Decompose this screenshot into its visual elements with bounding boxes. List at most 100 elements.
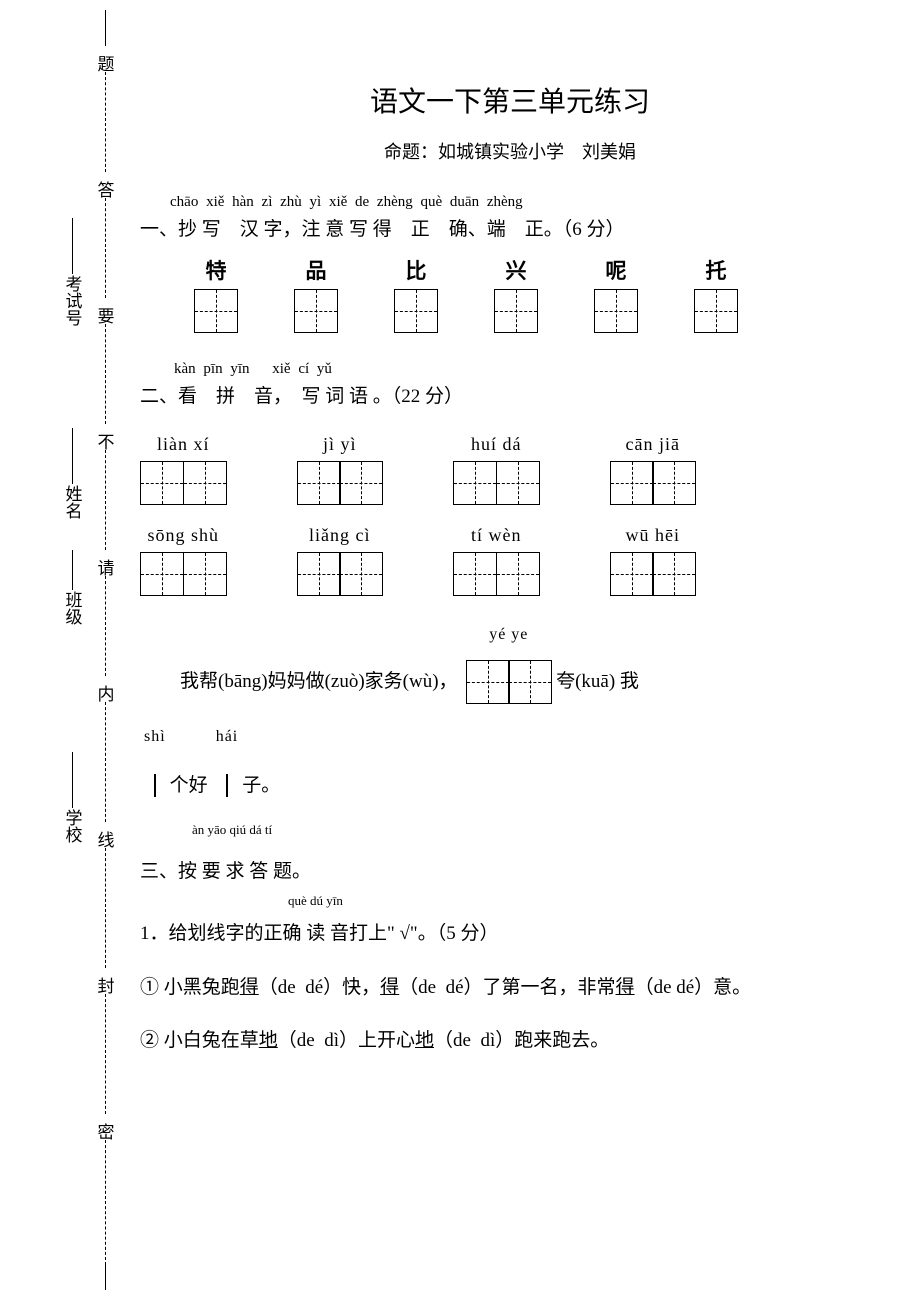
char-label: 托	[694, 255, 738, 285]
binding-dash	[105, 450, 106, 550]
word-cell: jì yì	[297, 434, 384, 505]
binding-char: 内	[96, 680, 116, 705]
sentence-text: 夸(kuā) 我	[556, 659, 639, 705]
side-label-class: 班级	[52, 550, 92, 625]
writing-box	[694, 289, 738, 333]
writing-box	[496, 552, 540, 596]
word-pinyin: cān jiā	[610, 434, 697, 455]
char-label: 兴	[494, 255, 538, 285]
binding-char: 线	[96, 826, 116, 851]
writing-box	[610, 461, 654, 505]
section3-heading: 三、按 要 求 答 题。	[140, 856, 880, 883]
section2-row1: liàn xí jì yì huí dá cān jiā	[140, 434, 880, 505]
char-label: 特	[194, 255, 238, 285]
writing-box	[394, 289, 438, 333]
side-label-text: 姓名	[60, 485, 85, 519]
writing-box	[339, 552, 383, 596]
writing-box	[339, 461, 383, 505]
worksheet-content: 语文一下第三单元练习 命题：如城镇实验小学 刘美娟 chāo xiě hàn z…	[140, 80, 880, 1071]
side-label-text: 考试号	[60, 275, 85, 326]
page-subtitle: 命题：如城镇实验小学 刘美娟	[140, 138, 880, 164]
section2-pinyin: kàn pīn yīn xiě cí yǔ	[174, 357, 880, 378]
char-label: 品	[294, 255, 338, 285]
binding-char: 题	[96, 50, 116, 75]
writing-box	[508, 660, 552, 704]
word-pinyin: jì yì	[297, 434, 384, 455]
binding-dash	[105, 848, 106, 968]
char-cell: 呢	[594, 255, 638, 333]
inline-word-cell: shì	[144, 718, 166, 808]
section3-q2: ② 小白兔在草地（de dì）上开心地（de dì）跑来跑去。	[140, 1017, 880, 1065]
word-cell: huí dá	[453, 434, 540, 505]
binding-char: 密	[96, 1118, 116, 1143]
word-pinyin: wū hēi	[610, 525, 697, 546]
writing-box	[652, 461, 696, 505]
binding-char: 请	[96, 554, 116, 579]
side-label-text: 班级	[60, 591, 85, 625]
writing-box	[453, 552, 497, 596]
binding-char: 要	[96, 302, 116, 327]
word-pinyin: liǎng cì	[297, 525, 384, 546]
page-title: 语文一下第三单元练习	[140, 80, 880, 120]
section3-q1: ① 小黑兔跑得（de dé）快，得（de dé）了第一名，非常得（de dé）意…	[140, 964, 880, 1012]
section2-sentence-line1: 我帮(bāng)妈妈做(zuò)家务(wù)， yé ye 夸(kuā) 我	[180, 616, 880, 704]
char-cell: 比	[394, 255, 438, 333]
char-cell: 品	[294, 255, 338, 333]
writing-box	[140, 461, 184, 505]
char-cell: 特	[194, 255, 238, 333]
word-cell: sōng shù	[140, 525, 227, 596]
section3-sub1-pinyin: què dú yīn	[288, 893, 880, 909]
sentence-text: 我帮(bāng)妈妈做(zuò)家务(wù)，	[180, 659, 458, 705]
writing-box	[297, 552, 341, 596]
binding-margin: 题 答 要 不 请 内 线 封 密 考试号 姓名 班级 学校	[50, 10, 110, 1290]
writing-box	[154, 774, 156, 797]
word-pinyin: yé ye	[466, 616, 553, 654]
binding-char: 答	[96, 176, 116, 201]
section3-pinyin: àn yāo qiú dá tí	[192, 822, 880, 838]
writing-box	[294, 289, 338, 333]
writing-box	[594, 289, 638, 333]
writing-box	[140, 552, 184, 596]
sentence-text: 子。	[242, 763, 280, 809]
binding-dash	[105, 702, 106, 822]
word-pinyin: shì	[144, 718, 166, 756]
sentence-text: 个好	[170, 763, 208, 809]
section1-pinyin: chāo xiě hàn zì zhù yì xiě de zhèng què …	[170, 194, 880, 211]
char-cell: 兴	[494, 255, 538, 333]
writing-box	[496, 461, 540, 505]
word-cell: cān jiā	[610, 434, 697, 505]
writing-box	[183, 552, 227, 596]
word-cell: liǎng cì	[297, 525, 384, 596]
word-cell: wū hēi	[610, 525, 697, 596]
word-pinyin: tí wèn	[453, 525, 540, 546]
char-label: 比	[394, 255, 438, 285]
word-cell: tí wèn	[453, 525, 540, 596]
section3-sub1-heading: 1．给划线字的正确 读 音打上" √"。（5 分）	[140, 910, 880, 958]
char-cell: 托	[694, 255, 738, 333]
side-label-text: 学校	[60, 809, 85, 843]
side-label-name: 姓名	[52, 428, 92, 519]
section1-heading: 一、抄 写 汉 字，注 意 写 得 正 确、端 正。（6 分）	[140, 214, 880, 241]
binding-line-segment	[105, 10, 106, 46]
section2-row2: sōng shù liǎng cì tí wèn wū hēi	[140, 525, 880, 596]
char-label: 呢	[594, 255, 638, 285]
word-pinyin: hái	[216, 718, 239, 756]
writing-box	[610, 552, 654, 596]
side-label-exam-no: 考试号	[52, 218, 92, 326]
word-pinyin: liàn xí	[140, 434, 227, 455]
binding-dash	[105, 72, 106, 172]
binding-line-segment	[105, 1262, 106, 1290]
binding-dash	[105, 994, 106, 1114]
writing-box	[652, 552, 696, 596]
binding-char: 封	[96, 972, 116, 997]
binding-dash	[105, 1140, 106, 1260]
binding-dash	[105, 324, 106, 424]
writing-box	[194, 289, 238, 333]
section2-heading: 二、看 拼 音， 写 词 语 。（22 分）	[140, 381, 880, 408]
section2-sentence-line2: shì 个好 hái 子。	[140, 718, 880, 808]
writing-box	[297, 461, 341, 505]
word-pinyin: huí dá	[453, 434, 540, 455]
word-cell: liàn xí	[140, 434, 227, 505]
word-pinyin: sōng shù	[140, 525, 227, 546]
binding-dash	[105, 576, 106, 676]
